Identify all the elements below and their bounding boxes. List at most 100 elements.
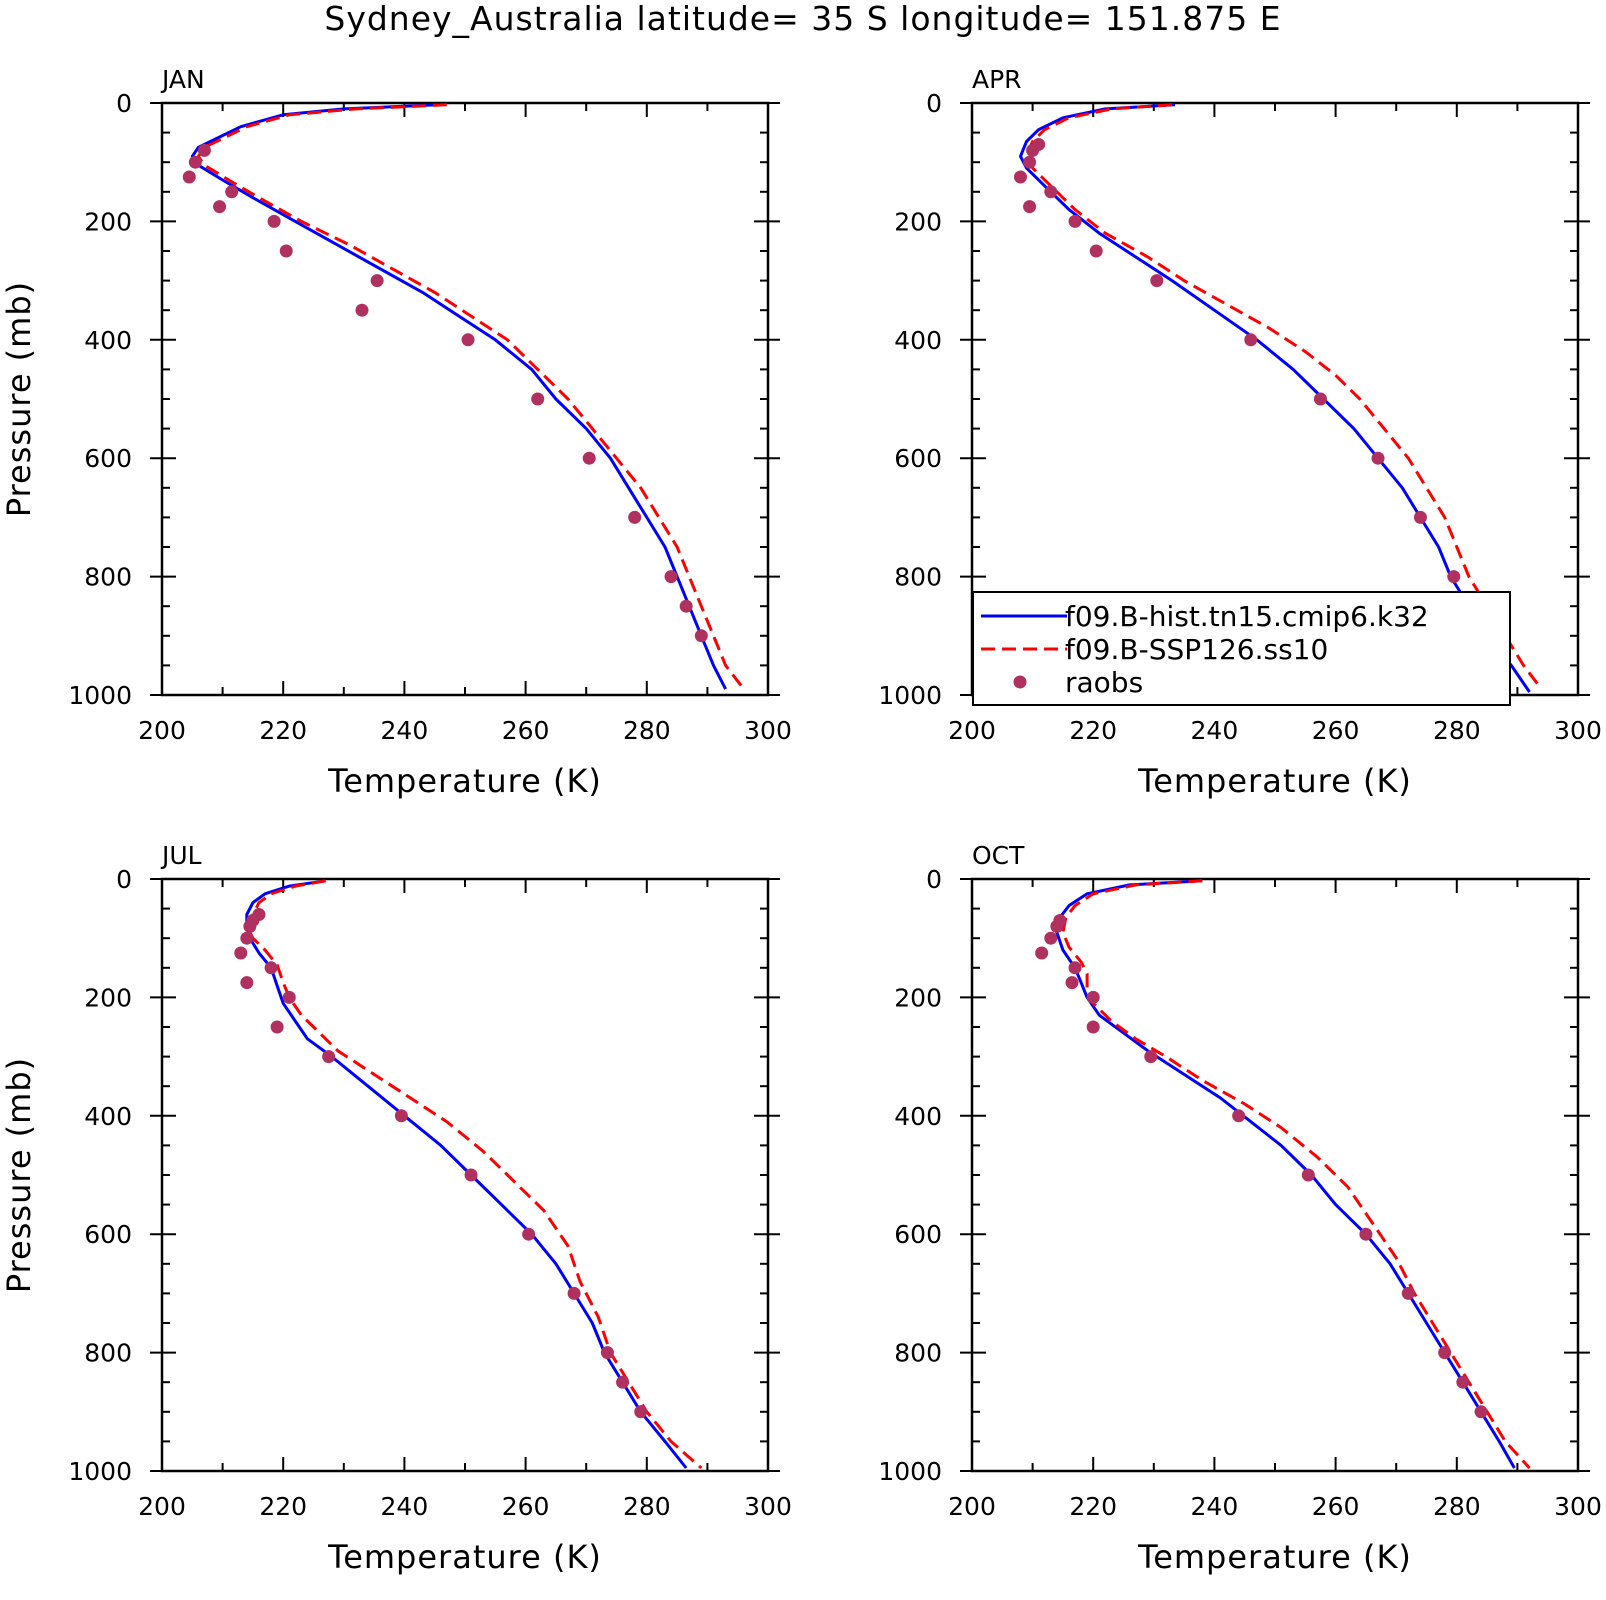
- panel-label: APR: [972, 65, 1022, 94]
- x-tick-label: 280: [623, 1492, 671, 1521]
- raobs-point: [355, 303, 369, 317]
- raobs-point: [1023, 200, 1037, 214]
- series-line-hist: [1055, 879, 1516, 1469]
- raobs-point: [600, 1346, 614, 1360]
- raobs-point: [1089, 244, 1103, 258]
- raobs-point: [182, 170, 196, 184]
- y-tick-label: 400: [84, 1102, 132, 1131]
- raobs-point: [1044, 185, 1058, 199]
- raobs-point: [394, 1109, 408, 1123]
- raobs-point: [270, 1020, 284, 1034]
- panel-label: JAN: [160, 65, 205, 94]
- plot-frame: [970, 877, 1580, 1473]
- x-tick-label: 240: [1191, 716, 1239, 745]
- x-tick-label: 240: [381, 716, 429, 745]
- legend-marker-raobs: [1013, 675, 1027, 689]
- raobs-point: [1244, 333, 1258, 347]
- x-tick-label: 300: [1554, 716, 1602, 745]
- y-tick-label: 800: [894, 563, 942, 592]
- y-tick-label: 800: [84, 563, 132, 592]
- raobs-point: [1456, 1375, 1470, 1389]
- raobs-point: [267, 214, 281, 228]
- series-line-ssp126: [196, 103, 745, 691]
- series-raobs: [182, 143, 708, 643]
- legend-label: raobs: [1065, 666, 1143, 699]
- x-tick-label: 240: [1191, 1492, 1239, 1521]
- raobs-point: [188, 155, 202, 169]
- raobs-point: [1023, 155, 1037, 169]
- y-tick-label: 400: [894, 1102, 942, 1131]
- raobs-point: [1044, 931, 1058, 945]
- x-tick-label: 200: [948, 1492, 996, 1521]
- raobs-point: [1474, 1405, 1488, 1419]
- panel-oct: OCT 200 220 240 260 280 300 0 200 400 600 800 1000 Te…: [878, 841, 1601, 1576]
- raobs-point: [694, 629, 708, 643]
- raobs-point: [1013, 170, 1027, 184]
- panel-jan: JAN 200 220 240 260 280 300 0 200 400 600 800 1000 Te…: [0, 65, 792, 800]
- x-tick-label: 280: [623, 716, 671, 745]
- y-tick-label: 600: [84, 1220, 132, 1249]
- y-tick-label: 1000: [878, 1457, 942, 1486]
- x-axis-title: Temperature (K): [1137, 762, 1412, 800]
- y-tick-label: 800: [84, 1339, 132, 1368]
- raobs-point: [197, 143, 211, 157]
- y-tick-label: 600: [84, 444, 132, 473]
- raobs-point: [1313, 392, 1327, 406]
- legend-label: f09.B-SSP126.ss10: [1065, 633, 1328, 666]
- panel-label: OCT: [972, 841, 1025, 870]
- figure-title: Sydney_Australia latitude= 35 S longitud…: [324, 0, 1281, 38]
- y-tick-label: 0: [116, 89, 132, 118]
- raobs-point: [461, 333, 475, 347]
- raobs-point: [282, 990, 296, 1004]
- x-axis-title: Temperature (K): [327, 762, 602, 800]
- y-tick-label: 1000: [68, 681, 132, 710]
- y-tick-label: 1000: [68, 1457, 132, 1486]
- y-tick-label: 600: [894, 444, 942, 473]
- x-tick-label: 260: [1312, 716, 1360, 745]
- legend-label: f09.B-hist.tn15.cmip6.k32: [1065, 600, 1429, 633]
- raobs-point: [679, 599, 693, 613]
- raobs-point: [1065, 976, 1079, 990]
- raobs-point: [1050, 919, 1064, 933]
- x-tick-label: 220: [259, 716, 307, 745]
- raobs-point: [531, 392, 545, 406]
- y-tick-label: 0: [926, 89, 942, 118]
- y-tick-label: 200: [894, 207, 942, 236]
- raobs-point: [1144, 1050, 1158, 1064]
- raobs-point: [1068, 214, 1082, 228]
- y-tick-label: 200: [84, 207, 132, 236]
- raobs-point: [1447, 570, 1461, 584]
- x-tick-label: 200: [948, 716, 996, 745]
- raobs-point: [522, 1227, 536, 1241]
- raobs-point: [628, 510, 642, 524]
- raobs-point: [1068, 961, 1082, 975]
- x-tick-label: 260: [1312, 1492, 1360, 1521]
- raobs-point: [634, 1405, 648, 1419]
- raobs-point: [264, 961, 278, 975]
- raobs-point: [1035, 946, 1049, 960]
- raobs-point: [370, 274, 384, 288]
- x-tick-label: 300: [1554, 1492, 1602, 1521]
- raobs-point: [567, 1286, 581, 1300]
- x-axis-title: Temperature (K): [327, 1538, 602, 1576]
- raobs-point: [1086, 1020, 1100, 1034]
- panel-label: JUL: [160, 841, 202, 870]
- x-tick-label: 260: [502, 1492, 550, 1521]
- y-tick-label: 800: [894, 1339, 942, 1368]
- raobs-point: [1413, 510, 1427, 524]
- series-line-hist: [1019, 103, 1531, 693]
- legend-box: [972, 591, 1511, 706]
- raobs-point: [616, 1375, 630, 1389]
- y-tick-label: 600: [894, 1220, 942, 1249]
- raobs-point: [1086, 990, 1100, 1004]
- y-tick-label: 0: [116, 865, 132, 894]
- y-tick-label: 200: [894, 983, 942, 1012]
- raobs-point: [1371, 451, 1385, 465]
- raobs-point: [1301, 1168, 1315, 1182]
- raobs-point: [1232, 1109, 1246, 1123]
- x-tick-label: 280: [1433, 1492, 1481, 1521]
- x-tick-label: 220: [1069, 1492, 1117, 1521]
- raobs-point: [1150, 274, 1164, 288]
- x-tick-label: 220: [1069, 716, 1117, 745]
- y-tick-label: 1000: [878, 681, 942, 710]
